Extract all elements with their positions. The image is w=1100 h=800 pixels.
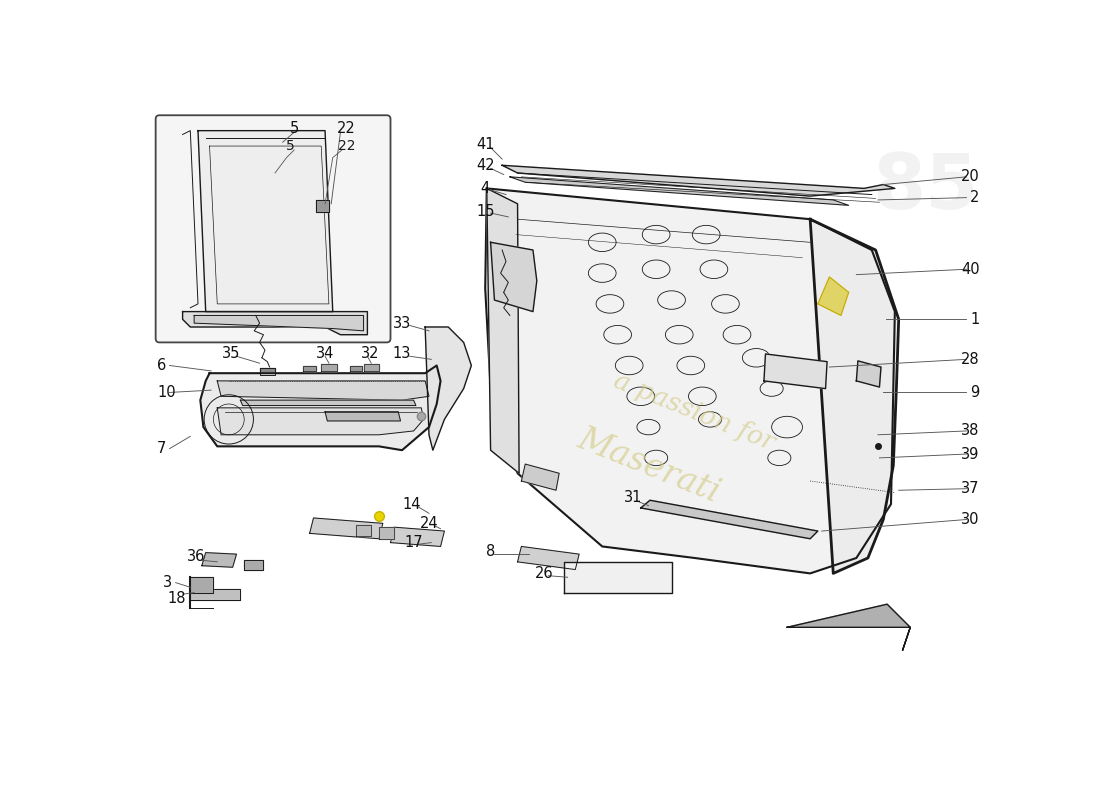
Polygon shape [190,578,213,593]
Polygon shape [356,525,372,537]
Polygon shape [856,361,881,387]
Text: 5: 5 [289,121,299,136]
Text: 24: 24 [420,516,438,531]
Text: 39: 39 [961,446,980,462]
Polygon shape [818,277,849,315]
Text: Maserati: Maserati [573,422,724,509]
Polygon shape [390,527,444,546]
Text: 3: 3 [163,575,173,590]
Polygon shape [241,400,416,406]
Polygon shape [218,408,424,435]
Text: 37: 37 [961,481,980,496]
Text: 30: 30 [961,512,980,527]
Text: 31: 31 [624,490,642,506]
FancyBboxPatch shape [156,115,390,342]
Text: 34: 34 [316,346,334,362]
Text: 18: 18 [167,590,186,606]
Polygon shape [200,366,440,450]
Text: 36: 36 [187,549,205,564]
Polygon shape [517,546,580,570]
Polygon shape [510,177,849,206]
Text: 4: 4 [481,181,490,196]
Polygon shape [202,553,236,567]
Polygon shape [640,500,818,538]
Text: 20: 20 [960,170,980,184]
Text: 7: 7 [157,441,166,456]
Polygon shape [190,589,241,600]
Text: 41: 41 [476,137,495,152]
Text: 40: 40 [961,262,980,277]
Polygon shape [310,518,383,538]
Polygon shape [521,464,559,490]
Polygon shape [486,188,519,474]
Text: 35: 35 [222,346,240,362]
Text: 28: 28 [961,352,980,367]
Polygon shape [195,315,363,331]
Polygon shape [198,130,332,311]
Polygon shape [350,366,362,371]
Polygon shape [321,364,337,371]
Text: 9: 9 [970,385,980,400]
Text: 33: 33 [393,316,411,330]
Polygon shape [788,604,911,650]
Polygon shape [218,381,429,400]
Polygon shape [363,364,378,371]
Text: 8: 8 [486,544,495,559]
Polygon shape [378,527,395,538]
Text: 32: 32 [361,346,379,362]
Polygon shape [260,368,275,374]
Polygon shape [485,188,895,574]
Text: 42: 42 [476,158,495,173]
Text: 22: 22 [338,121,356,136]
Text: 26: 26 [536,566,553,581]
Polygon shape [304,366,316,371]
Text: 6: 6 [157,358,166,373]
Text: 1: 1 [970,312,980,326]
Text: 17: 17 [405,535,422,550]
Text: 15: 15 [476,204,495,219]
Polygon shape [316,200,329,211]
Text: 10: 10 [157,385,176,400]
Text: a passion for: a passion for [610,368,779,455]
Polygon shape [244,559,264,570]
Text: 22: 22 [338,139,355,153]
Text: 14: 14 [402,497,420,512]
Polygon shape [810,219,899,574]
Polygon shape [563,562,671,593]
Polygon shape [326,412,400,421]
Text: 5: 5 [286,139,295,153]
Polygon shape [183,311,367,334]
Text: 13: 13 [393,346,411,362]
Polygon shape [502,166,895,196]
Text: 2: 2 [970,190,980,205]
Polygon shape [763,354,827,389]
Polygon shape [425,327,472,450]
Polygon shape [491,242,537,311]
Text: 85: 85 [872,151,979,226]
Text: 38: 38 [961,423,980,438]
